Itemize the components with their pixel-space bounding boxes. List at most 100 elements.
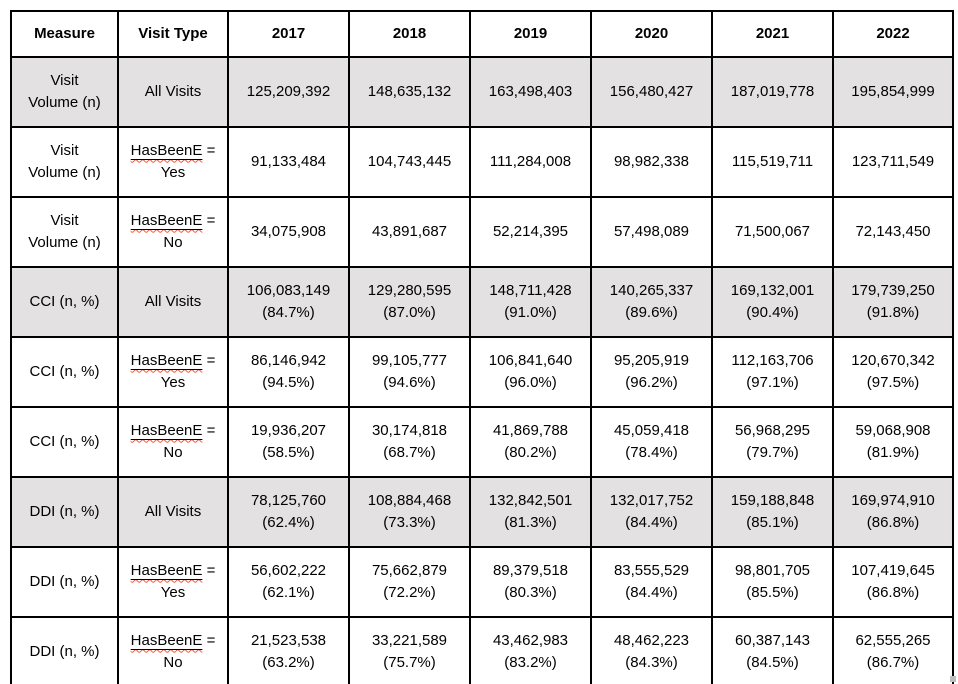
column-header-visit-type: Visit Type <box>117 10 229 58</box>
value-percent: (84.4%) <box>625 514 678 531</box>
value-count: 91,133,484 <box>250 152 327 170</box>
value-count: 148,635,132 <box>367 82 452 100</box>
column-header-2018: 2018 <box>348 10 471 58</box>
value-cell-2019: 163,498,403 <box>469 56 592 128</box>
visit-type-flag-text: HasBeenE <box>130 561 203 579</box>
misspelled-word: HasBeenE <box>131 422 203 439</box>
measure-label: Visit <box>50 141 79 159</box>
value-percent: (78.4%) <box>625 444 678 461</box>
table-row: DDI (n, %) All Visits 78,125,760 (62.4%) 108… <box>10 476 954 548</box>
value-percent: (86.7%) <box>866 654 920 671</box>
visit-type-value: No <box>163 444 183 461</box>
value-count: 98,982,338 <box>613 152 690 170</box>
measure-label: DDI (n, %) <box>29 502 100 520</box>
value-count: 43,891,687 <box>371 222 448 240</box>
visit-type-cell: All Visits <box>117 266 229 338</box>
value-count: 41,869,788 <box>492 421 569 439</box>
visit-type-cell: HasBeenE = Yes <box>117 126 229 198</box>
value-count: 78,125,760 <box>250 491 327 509</box>
value-cell-2021: 115,519,711 <box>711 126 834 198</box>
value-percent: (84.4%) <box>625 584 678 601</box>
value-percent: (87.0%) <box>383 304 436 321</box>
measure-label: Volume (n) <box>28 234 101 251</box>
value-cell-2019: 43,462,983 (83.2%) <box>469 616 592 684</box>
value-count: 34,075,908 <box>250 222 327 240</box>
value-cell-2017: 125,209,392 <box>227 56 350 128</box>
value-percent: (81.9%) <box>866 444 920 461</box>
value-percent: (79.7%) <box>746 444 799 461</box>
measure-label: DDI (n, %) <box>29 572 100 590</box>
column-header-2020: 2020 <box>590 10 713 58</box>
value-percent: (81.3%) <box>504 514 557 531</box>
value-cell-2018: 104,743,445 <box>348 126 471 198</box>
value-cell-2022: 59,068,908 (81.9%) <box>832 406 954 478</box>
value-percent: (63.2%) <box>262 654 315 671</box>
value-count: 106,841,640 <box>488 351 573 369</box>
measure-cell: CCI (n, %) <box>10 406 119 478</box>
value-percent: (84.3%) <box>625 654 678 671</box>
value-count: 45,059,418 <box>613 421 690 439</box>
value-percent: (86.8%) <box>866 514 920 531</box>
column-header-2021: 2021 <box>711 10 834 58</box>
value-count: 169,974,910 <box>851 491 935 509</box>
measure-label: CCI (n, %) <box>29 362 100 380</box>
value-percent: (75.7%) <box>383 654 436 671</box>
value-percent: (84.5%) <box>746 654 799 671</box>
value-cell-2018: 108,884,468 (73.3%) <box>348 476 471 548</box>
visit-type-value: Yes <box>160 584 186 601</box>
value-count: 120,670,342 <box>851 351 935 369</box>
value-count: 132,017,752 <box>609 491 694 509</box>
value-cell-2019: 148,711,428 (91.0%) <box>469 266 592 338</box>
value-count: 30,174,818 <box>371 421 448 439</box>
value-count: 129,280,595 <box>367 281 452 299</box>
value-count: 57,498,089 <box>613 222 690 240</box>
value-cell-2017: 56,602,222 (62.1%) <box>227 546 350 618</box>
value-count: 19,936,207 <box>250 421 327 439</box>
value-percent: (62.4%) <box>262 514 315 531</box>
value-count: 123,711,549 <box>851 152 935 170</box>
value-cell-2020: 57,498,089 <box>590 196 713 268</box>
value-cell-2019: 132,842,501 (81.3%) <box>469 476 592 548</box>
value-count: 48,462,223 <box>613 631 690 649</box>
table-resize-handle[interactable] <box>950 676 956 682</box>
value-cell-2017: 106,083,149 (84.7%) <box>227 266 350 338</box>
value-percent: (86.8%) <box>866 584 920 601</box>
value-count: 75,662,879 <box>371 561 448 579</box>
value-cell-2022: 107,419,645 (86.8%) <box>832 546 954 618</box>
value-percent: (96.2%) <box>625 374 678 391</box>
value-percent: (97.5%) <box>866 374 920 391</box>
visit-type-suffix: = <box>206 211 216 229</box>
misspelled-word: HasBeenE <box>131 212 203 229</box>
visit-type-suffix: = <box>206 631 216 649</box>
value-count: 140,265,337 <box>609 281 694 299</box>
measure-label: Volume (n) <box>28 164 101 181</box>
value-cell-2019: 111,284,008 <box>469 126 592 198</box>
measure-label: Visit <box>50 211 79 229</box>
value-percent: (85.5%) <box>746 584 799 601</box>
value-count: 56,968,295 <box>734 421 811 439</box>
value-cell-2022: 72,143,450 <box>832 196 954 268</box>
value-cell-2018: 129,280,595 (87.0%) <box>348 266 471 338</box>
value-cell-2019: 89,379,518 (80.3%) <box>469 546 592 618</box>
value-cell-2017: 21,523,538 (63.2%) <box>227 616 350 684</box>
visit-type-suffix: = <box>206 351 216 369</box>
value-cell-2017: 34,075,908 <box>227 196 350 268</box>
visit-type-value: Yes <box>160 374 186 391</box>
column-header-2019: 2019 <box>469 10 592 58</box>
value-cell-2020: 83,555,529 (84.4%) <box>590 546 713 618</box>
value-count: 60,387,143 <box>734 631 811 649</box>
visit-type-value: No <box>163 654 183 671</box>
value-count: 111,284,008 <box>489 152 572 170</box>
value-cell-2019: 106,841,640 (96.0%) <box>469 336 592 408</box>
measure-cell: Visit Volume (n) <box>10 196 119 268</box>
value-percent: (83.2%) <box>504 654 557 671</box>
value-percent: (80.2%) <box>504 444 557 461</box>
column-header-2017: 2017 <box>227 10 350 58</box>
value-count: 159,188,848 <box>730 491 815 509</box>
value-percent: (91.0%) <box>504 304 557 321</box>
value-count: 59,068,908 <box>855 421 931 439</box>
table-row: Visit Volume (n) HasBeenE = Yes 91,133,484 10… <box>10 126 954 198</box>
value-count: 108,884,468 <box>367 491 452 509</box>
value-count: 52,214,395 <box>492 222 569 240</box>
